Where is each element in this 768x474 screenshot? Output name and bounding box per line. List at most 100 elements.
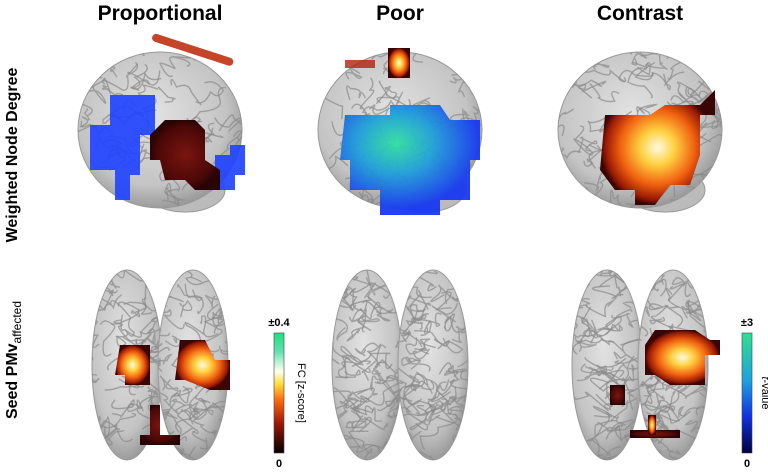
sulcus xyxy=(214,113,242,132)
sulcus xyxy=(159,375,179,392)
sulcus xyxy=(115,317,135,338)
sulcus xyxy=(572,447,577,460)
sulcus xyxy=(678,406,700,418)
sulcus xyxy=(225,52,242,61)
sulcus xyxy=(184,283,204,315)
sulcus xyxy=(161,187,185,207)
sulcus xyxy=(78,120,92,137)
sulcus xyxy=(160,398,186,415)
sulcus xyxy=(92,300,94,313)
sulcus xyxy=(444,391,468,406)
sulcus xyxy=(438,362,468,375)
sulcus xyxy=(101,84,124,98)
sulcus xyxy=(695,395,708,416)
sulcus xyxy=(572,451,574,460)
sulcus xyxy=(600,270,624,279)
sulcus xyxy=(583,144,603,167)
sulcus xyxy=(638,448,649,455)
sulcus xyxy=(219,417,228,435)
sulcus xyxy=(92,270,108,294)
sulcus xyxy=(632,61,651,76)
sulcus xyxy=(681,453,700,460)
sulcus xyxy=(675,270,701,274)
sulcus xyxy=(576,338,597,352)
sulcus xyxy=(398,360,421,384)
sulcus xyxy=(427,378,468,401)
sulcus xyxy=(213,308,223,334)
sulcus xyxy=(100,320,116,357)
sulcus xyxy=(589,83,620,103)
sulcus xyxy=(226,437,228,460)
sulcus xyxy=(376,91,404,106)
sulcus xyxy=(620,334,642,346)
sulcus xyxy=(381,381,397,410)
sulcus xyxy=(622,301,642,310)
sulcus xyxy=(415,450,435,460)
sulcus xyxy=(136,394,152,410)
sulcus xyxy=(578,136,598,154)
sulcus xyxy=(165,179,181,201)
sulcus xyxy=(581,317,614,338)
sulcus xyxy=(385,449,402,460)
sulcus xyxy=(335,369,361,378)
sulcus xyxy=(224,336,228,349)
sulcus xyxy=(588,426,622,456)
sulcus xyxy=(92,419,102,434)
sulcus xyxy=(349,287,368,312)
sulcus xyxy=(685,307,705,322)
sulcus xyxy=(592,405,612,418)
sulcus xyxy=(158,410,182,441)
column-title: Contrast xyxy=(597,2,683,25)
sulcus xyxy=(111,270,128,273)
sulcus xyxy=(60,189,77,201)
sulcus xyxy=(697,383,708,415)
sulcus xyxy=(353,405,389,431)
sulcus xyxy=(572,297,590,319)
sulcus xyxy=(573,125,594,156)
sulcus xyxy=(457,351,468,368)
sulcus xyxy=(346,326,365,342)
sulcus xyxy=(127,399,144,412)
sulcus xyxy=(467,363,468,380)
sulcus xyxy=(452,435,468,460)
sulcus xyxy=(594,419,617,439)
sulcus xyxy=(572,270,588,288)
sulcus xyxy=(366,343,387,367)
sulcus xyxy=(455,392,468,403)
sulcus xyxy=(595,391,614,408)
sulcus xyxy=(349,410,369,433)
sulcus xyxy=(195,386,207,404)
sulcus xyxy=(409,414,441,431)
sulcus xyxy=(597,309,633,332)
sulcus xyxy=(583,449,612,460)
row-title-sub: affected xyxy=(10,301,24,343)
sulcus xyxy=(431,303,458,323)
sulcus xyxy=(205,270,218,274)
sulcus xyxy=(423,270,439,275)
sulcus xyxy=(360,99,392,122)
sulcus xyxy=(110,323,146,343)
sulcus xyxy=(376,369,402,394)
sulcus xyxy=(223,395,228,438)
sulcus xyxy=(686,300,706,315)
sulcus xyxy=(665,380,688,400)
sulcus xyxy=(158,308,185,330)
sulcus xyxy=(359,77,375,110)
sulcus xyxy=(649,437,681,455)
sulcus xyxy=(580,363,607,374)
sulcus xyxy=(403,380,433,406)
sulcus xyxy=(79,108,90,128)
sulcus xyxy=(387,404,402,418)
sulcus xyxy=(376,85,398,104)
sulcus xyxy=(223,210,239,227)
sulcus xyxy=(158,331,170,339)
sulcus xyxy=(364,448,385,460)
sulcus xyxy=(627,52,648,66)
sulcus xyxy=(198,316,223,345)
sulcus xyxy=(396,378,402,397)
gyri xyxy=(158,270,228,460)
sulcus xyxy=(428,401,446,421)
sulcus xyxy=(405,309,424,330)
sulcus xyxy=(158,353,173,372)
